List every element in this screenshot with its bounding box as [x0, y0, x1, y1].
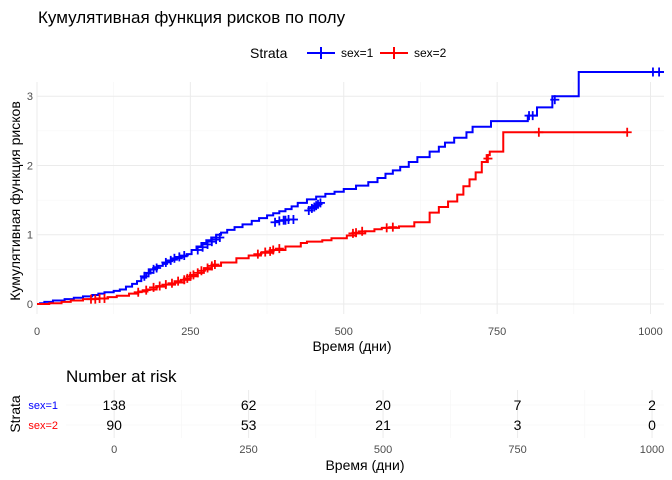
- risk-table-x-ticks: 0 250 500 750 1000: [111, 444, 664, 456]
- risk-x-tick-label: 0: [111, 444, 117, 456]
- censor-mark-sex1: [550, 95, 560, 105]
- censor-mark-sex2: [149, 282, 159, 292]
- risk-count: 0: [648, 417, 656, 433]
- risk-count: 3: [514, 417, 522, 433]
- legend-label-sex1: sex=1: [341, 46, 374, 60]
- censor-mark-sex1: [288, 215, 298, 225]
- censor-mark-sex1: [179, 251, 189, 261]
- legend-item-sex2: sex=2: [380, 46, 447, 60]
- chart-title: Кумулятивная функция рисков по полу: [38, 8, 346, 27]
- y-tick-label: 0: [27, 299, 33, 311]
- y-tick-label: 1: [27, 230, 33, 242]
- censor-mark-sex1: [193, 245, 203, 255]
- risk-x-tick-label: 250: [239, 444, 257, 456]
- plot-censor-marks: [86, 67, 664, 304]
- censor-mark-sex1: [152, 263, 162, 273]
- censor-mark-sex2: [268, 245, 278, 255]
- censor-mark-sex1: [144, 268, 154, 278]
- censor-mark-sex2: [188, 270, 198, 280]
- censor-mark-sex2: [196, 266, 206, 276]
- risk-count: 53: [241, 417, 257, 433]
- censor-mark-sex2: [534, 127, 544, 137]
- risk-table-y-label: Strata: [7, 395, 23, 433]
- censor-mark-sex2: [167, 278, 177, 288]
- censor-mark-sex1: [198, 242, 208, 252]
- censor-mark-sex2: [141, 285, 151, 295]
- censor-mark-sex1: [161, 257, 171, 267]
- censor-mark-sex2: [203, 263, 213, 273]
- series-line-sex2: [37, 131, 626, 305]
- censor-mark-sex2: [210, 260, 220, 270]
- censor-mark-sex1: [169, 253, 179, 263]
- censor-mark-sex2: [161, 280, 171, 290]
- legend-title: Strata: [250, 45, 288, 61]
- censor-mark-sex2: [351, 228, 361, 238]
- censor-mark-sex1: [654, 67, 664, 77]
- legend-item-sex1: sex=1: [307, 46, 374, 60]
- censor-mark-sex1: [315, 198, 325, 208]
- censor-mark-sex2: [99, 293, 109, 303]
- plot-series: [37, 71, 664, 305]
- risk-count: 20: [375, 397, 391, 413]
- risk-count: 7: [514, 397, 522, 413]
- legend-label-sex2: sex=2: [414, 46, 447, 60]
- censor-mark-sex2: [483, 154, 493, 164]
- risk-row-label-sex2: sex=2: [28, 420, 58, 432]
- censor-mark-sex1: [215, 233, 225, 243]
- censor-mark-sex1: [270, 217, 280, 227]
- y-tick-label: 2: [27, 160, 33, 172]
- censor-mark-sex2: [357, 226, 367, 236]
- risk-x-tick-label: 1000: [640, 444, 664, 456]
- risk-table-x-label: Время (дни): [325, 457, 404, 473]
- censor-mark-sex1: [528, 111, 538, 121]
- x-tick-label: 0: [34, 326, 40, 338]
- risk-count: 138: [102, 397, 126, 413]
- risk-count: 90: [106, 417, 122, 433]
- risk-row-label-sex1: sex=1: [28, 400, 58, 412]
- risk-x-tick-label: 750: [508, 444, 526, 456]
- x-axis-label: Время (дни): [312, 338, 391, 354]
- censor-mark-sex2: [274, 244, 284, 254]
- censor-mark-sex1: [207, 237, 217, 247]
- cumhaz-plot: 0 250 500 750 1000 0 1 2 3: [27, 67, 664, 338]
- risk-table-grid: [66, 390, 664, 438]
- legend: Strata sex=1 sex=2: [250, 45, 447, 61]
- censor-mark-sex2: [622, 127, 632, 137]
- risk-count: 2: [648, 397, 656, 413]
- risk-table-rows: sex=1 138 62 20 7 2 sex=2 90 53 21 3 0: [28, 397, 656, 433]
- censor-mark-sex2: [253, 249, 263, 259]
- censor-mark-sex2: [388, 222, 398, 232]
- risk-table: sex=1 138 62 20 7 2 sex=2 90 53 21 3 0 0 250 500 750 10…: [28, 390, 664, 456]
- risk-count: 21: [375, 417, 391, 433]
- risk-x-tick-label: 500: [374, 444, 392, 456]
- x-tick-label: 500: [335, 326, 353, 338]
- series-line-sex1: [37, 71, 664, 305]
- risk-table-title: Number at risk: [66, 367, 177, 386]
- x-tick-label: 250: [181, 326, 199, 338]
- y-axis-label: Кумулятивная функция рисков: [7, 101, 23, 301]
- plot-grid: [36, 82, 664, 314]
- y-axis-ticks: 0 1 2 3: [27, 91, 33, 311]
- censor-mark-sex2: [173, 276, 183, 286]
- x-tick-label: 750: [488, 326, 506, 338]
- x-axis-ticks: 0 250 500 750 1000: [34, 326, 663, 338]
- x-tick-label: 1000: [638, 326, 662, 338]
- risk-count: 62: [241, 397, 257, 413]
- censor-mark-sex2: [133, 287, 143, 297]
- censor-mark-sex1: [174, 252, 184, 262]
- y-tick-label: 3: [27, 91, 33, 103]
- censor-mark-sex2: [155, 281, 165, 291]
